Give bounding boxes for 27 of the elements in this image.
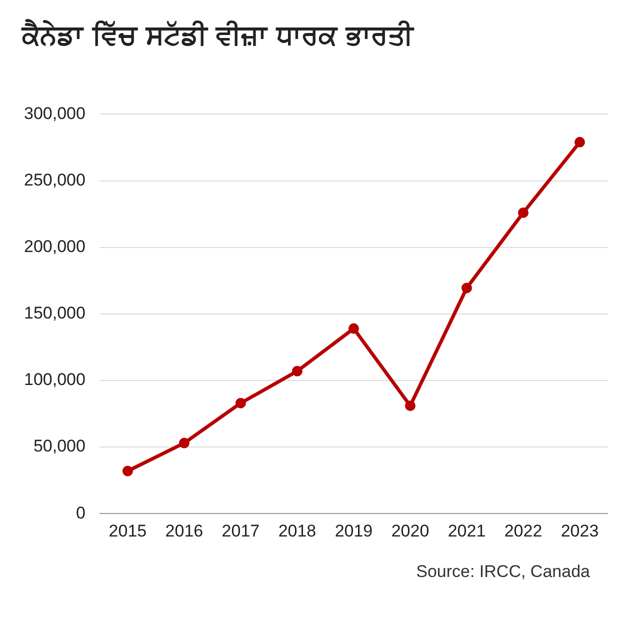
point	[348, 323, 359, 334]
y-tick-label: 250,000	[24, 170, 86, 190]
x-tick-label: 2018	[278, 521, 316, 540]
point	[292, 366, 302, 376]
x-tick-label: 2017	[222, 521, 260, 540]
x-tick-label: 2019	[334, 521, 373, 540]
source-note: Source: IRCC, Canada	[416, 562, 590, 582]
x-tick-label: 2016	[165, 521, 204, 540]
x-tick-label: 2020	[391, 521, 430, 540]
point	[178, 438, 190, 448]
point	[518, 207, 528, 218]
x-tick-label: 2023	[560, 521, 599, 540]
y-tick-label: 150,000	[24, 304, 86, 323]
point	[404, 400, 416, 412]
point	[235, 398, 246, 408]
y-tick-label: 200,000	[24, 237, 86, 256]
y-tick-label: 50,000	[33, 436, 86, 456]
point	[574, 136, 585, 148]
point	[122, 466, 133, 476]
y-tick-label: 100,000	[24, 370, 86, 390]
y-tick-label: 300,000	[24, 104, 86, 123]
chart-title: ਕੈਨੇਡਾ ਵਿੱਚ ਸਟੱਡੀ ਵੀਜ਼ਾ ਧਾਰਕ ਭਾਰਤੀ	[22, 20, 413, 51]
y-tick-label: 0	[76, 503, 86, 522]
x-tick-label: 2015	[108, 521, 147, 540]
x-tick-label: 2022	[504, 521, 542, 540]
x-tick-label: 2021	[448, 521, 486, 540]
point	[461, 282, 472, 294]
